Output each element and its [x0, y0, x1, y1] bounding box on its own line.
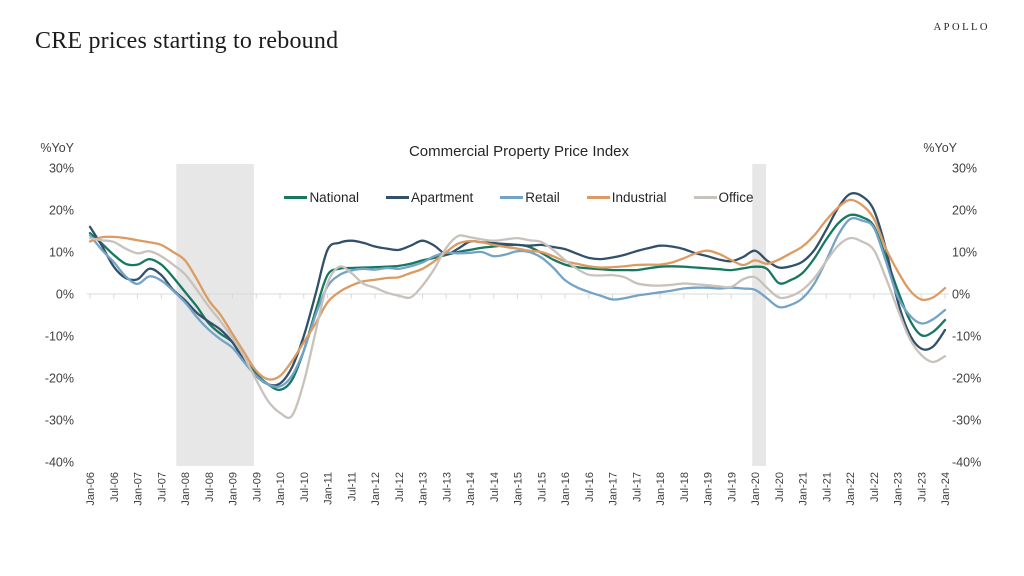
x-tick-label: Jul-20 [774, 472, 786, 502]
x-tick-label: Jan-22 [845, 472, 857, 506]
chart-title: Commercial Property Price Index [408, 143, 630, 160]
y-tick-label-right: -30% [952, 414, 981, 428]
x-tick-label: Jan-14 [465, 472, 477, 506]
x-tick-label: Jul-09 [251, 472, 263, 502]
x-tick-label: Jul-06 [109, 472, 121, 502]
series-apartment-line [88, 191, 947, 387]
x-tick-label: Jul-23 [916, 472, 928, 502]
chart-legend: National Apartment Retail Industrial Office [88, 190, 950, 205]
legend-label-office: Office [718, 190, 754, 205]
y-axis-title-right: %YoY [923, 141, 957, 155]
x-tick-label: Jan-16 [560, 472, 572, 506]
x-tick-label: Jul-21 [821, 472, 833, 502]
x-tick-label: Jul-12 [394, 472, 406, 502]
x-tick-label: Jan-06 [85, 472, 97, 506]
x-tick-label: Jan-10 [275, 472, 287, 506]
legend-swatch-industrial [586, 196, 610, 199]
x-tick-label: Jul-13 [441, 472, 453, 502]
y-tick-label-right: 10% [952, 246, 977, 260]
apollo-logo: APOLLO [933, 22, 990, 33]
y-tick-label-right: 30% [952, 162, 977, 176]
legend-label-national: National [309, 190, 359, 205]
x-tick-label: Jan-08 [180, 472, 192, 506]
legend-item-apartment: Apartment [385, 190, 474, 205]
y-tick-label-right: 0% [952, 288, 970, 302]
x-tick-label: Jan-13 [418, 472, 430, 506]
legend-item-industrial: Industrial [586, 190, 667, 205]
legend-swatch-retail [500, 196, 524, 199]
y-tick-label-left: 20% [49, 204, 74, 218]
legend-swatch-office [693, 196, 717, 199]
x-tick-label: Jul-15 [536, 472, 548, 502]
x-tick-label: Jan-23 [893, 472, 905, 506]
y-tick-label-left: -20% [45, 372, 74, 386]
x-tick-label: Jan-07 [133, 472, 145, 506]
series-retail-line [88, 217, 947, 389]
legend-swatch-national [284, 196, 308, 199]
legend-swatch-apartment [385, 196, 409, 199]
x-tick-label: Jul-10 [299, 472, 311, 502]
legend-item-national: National [284, 190, 359, 205]
legend-label-apartment: Apartment [410, 190, 474, 205]
x-tick-label: Jan-20 [750, 472, 762, 506]
x-tick-label: Jan-09 [228, 472, 240, 506]
y-axis-title-left: %YoY [40, 141, 74, 155]
x-tick-label: Jul-07 [156, 472, 168, 502]
y-tick-label-right: -40% [952, 456, 981, 470]
x-tick-label: Jan-17 [608, 472, 620, 506]
page-title: CRE prices starting to rebound [35, 28, 339, 54]
y-tick-label-left: 10% [49, 246, 74, 260]
x-tick-label: Jan-24 [940, 472, 952, 506]
x-tick-label: Jan-11 [323, 472, 335, 505]
x-tick-label: Jul-17 [631, 472, 643, 502]
series-industrial-line [88, 198, 947, 381]
x-tick-label: Jan-21 [798, 472, 810, 506]
series-office-line [88, 234, 947, 419]
x-tick-label: Jan-18 [655, 472, 667, 506]
x-tick-label: Jul-08 [204, 472, 216, 502]
covid-recession-band [752, 164, 767, 466]
y-tick-label-left: -10% [45, 330, 74, 344]
x-tick-label: Jan-12 [370, 472, 382, 506]
legend-item-retail: Retail [500, 190, 560, 205]
x-tick-label: Jan-19 [703, 472, 715, 506]
y-tick-label-left: 30% [49, 162, 74, 176]
x-tick-label: Jul-16 [584, 472, 596, 502]
x-tick-label: Jan-15 [513, 472, 525, 506]
y-tick-label-left: 0% [56, 288, 74, 302]
y-tick-label-left: -40% [45, 456, 74, 470]
x-tick-label: Jul-22 [869, 472, 881, 502]
y-tick-label-right: 20% [952, 204, 977, 218]
legend-label-retail: Retail [525, 190, 560, 205]
legend-label-industrial: Industrial [611, 190, 667, 205]
x-tick-label: Jul-11 [346, 472, 358, 501]
legend-item-office: Office [693, 190, 754, 205]
y-tick-label-right: -20% [952, 372, 981, 386]
y-tick-label-left: -30% [45, 414, 74, 428]
y-tick-label-right: -10% [952, 330, 981, 344]
x-tick-label: Jul-18 [679, 472, 691, 502]
x-tick-label: Jul-19 [726, 472, 738, 502]
x-tick-label: Jul-14 [489, 472, 501, 502]
